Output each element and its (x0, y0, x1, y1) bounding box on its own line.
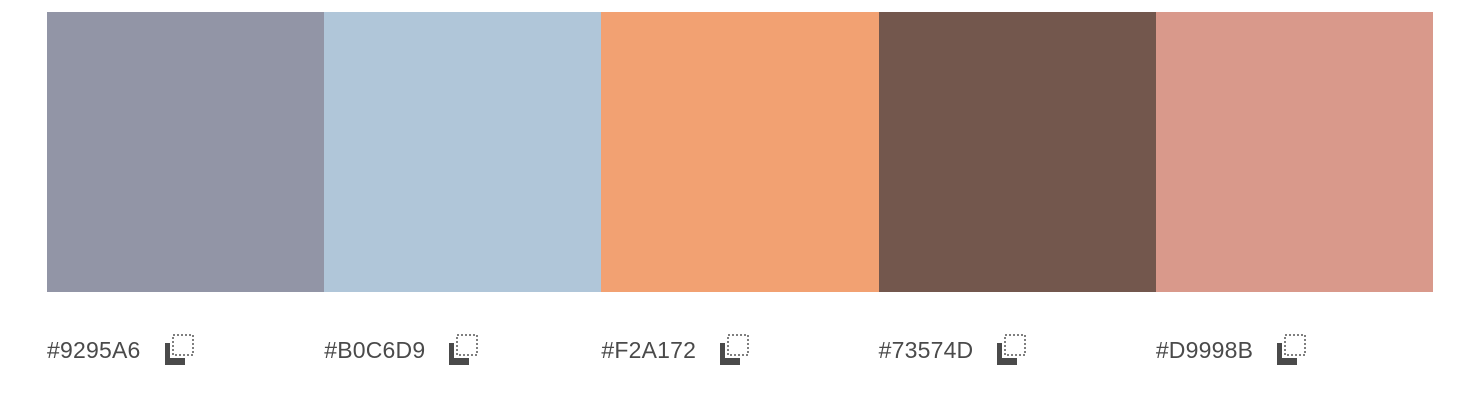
color-swatch-5[interactable] (1155, 12, 1434, 292)
color-palette (47, 12, 1434, 292)
color-swatch-1[interactable] (47, 12, 325, 292)
copy-icon[interactable] (1275, 333, 1309, 367)
hex-code-3: #F2A172 (601, 336, 697, 363)
hex-labels-row: #9295A6 #B0C6D9 #F2A172 #73574D (47, 330, 1433, 370)
hex-label-cell: #D9998B (1156, 330, 1433, 370)
hex-label-cell: #9295A6 (47, 330, 324, 370)
color-swatch-3[interactable] (601, 12, 879, 292)
hex-code-5: #D9998B (1155, 336, 1254, 363)
copy-icon[interactable] (995, 333, 1029, 367)
hex-label-cell: #F2A172 (601, 330, 878, 370)
color-swatch-2[interactable] (324, 12, 602, 292)
hex-code-1: #9295A6 (47, 336, 141, 363)
hex-label-cell: #B0C6D9 (324, 330, 601, 370)
copy-icon[interactable] (718, 333, 752, 367)
color-swatch-4[interactable] (878, 12, 1156, 292)
hex-label-cell: #73574D (879, 330, 1156, 370)
copy-icon[interactable] (163, 333, 197, 367)
hex-code-2: #B0C6D9 (324, 336, 426, 363)
copy-icon[interactable] (447, 333, 481, 367)
hex-code-4: #73574D (878, 336, 974, 363)
